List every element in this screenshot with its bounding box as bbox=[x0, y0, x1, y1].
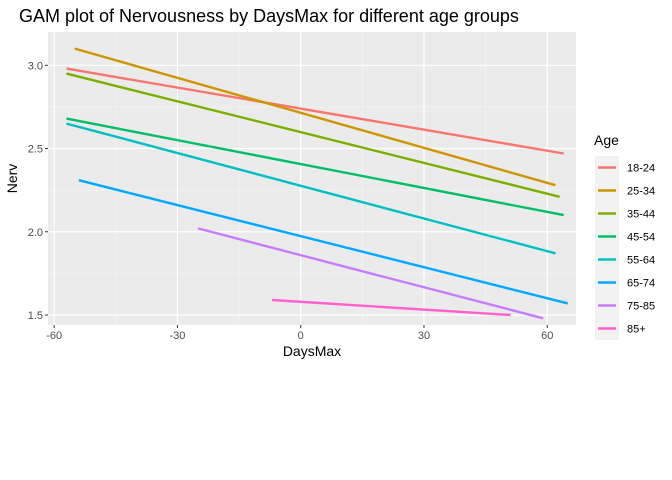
y-tick-label: 2.5 bbox=[28, 144, 43, 156]
series-line bbox=[74, 47, 556, 187]
legend-label: 55-64 bbox=[627, 255, 655, 267]
major-gridlines bbox=[48, 32, 576, 325]
legend-label: 25-34 bbox=[627, 186, 655, 198]
x-tick-label: 0 bbox=[298, 330, 304, 342]
series-line bbox=[197, 227, 544, 320]
legend-label: 45-54 bbox=[627, 232, 655, 244]
x-axis-title: DaysMax bbox=[283, 343, 341, 359]
x-tick-label: 60 bbox=[541, 330, 553, 342]
series-line bbox=[66, 67, 564, 155]
legend-title: Age bbox=[594, 132, 619, 148]
legend-items: 18-24 25-34 35-44 45-54 55-64 65-74 75-85 85+ bbox=[595, 156, 655, 340]
legend-label: 75-85 bbox=[627, 301, 655, 313]
x-tick-label: 30 bbox=[418, 330, 430, 342]
y-axis-ticks: 1.5 2.0 2.5 3.0 bbox=[28, 60, 48, 322]
plot-panel bbox=[48, 32, 576, 325]
series-line bbox=[271, 298, 511, 317]
series-line bbox=[66, 122, 556, 255]
series-line bbox=[78, 179, 569, 305]
y-tick-label: 1.5 bbox=[28, 310, 43, 322]
legend-label: 18-24 bbox=[627, 163, 655, 175]
x-axis-ticks: -60 -30 0 30 60 bbox=[46, 325, 553, 342]
chart-title: GAM plot of Nervousness by DaysMax for d… bbox=[19, 6, 519, 26]
x-tick-label: -30 bbox=[169, 330, 185, 342]
legend-label: 85+ bbox=[627, 324, 646, 336]
series-line bbox=[66, 72, 560, 198]
x-tick-label: -60 bbox=[46, 330, 62, 342]
minor-gridlines bbox=[48, 32, 576, 325]
legend-label: 35-44 bbox=[627, 209, 655, 221]
legend-label: 65-74 bbox=[627, 278, 655, 290]
legend: Age 18-24 25-34 35-44 45-54 55-64 65-74 75-85 8… bbox=[594, 132, 655, 340]
y-axis-title: Nerv bbox=[4, 164, 20, 194]
series-lines bbox=[66, 47, 569, 320]
y-tick-label: 2.0 bbox=[28, 227, 43, 239]
series-line bbox=[66, 117, 564, 217]
y-tick-label: 3.0 bbox=[28, 60, 43, 72]
